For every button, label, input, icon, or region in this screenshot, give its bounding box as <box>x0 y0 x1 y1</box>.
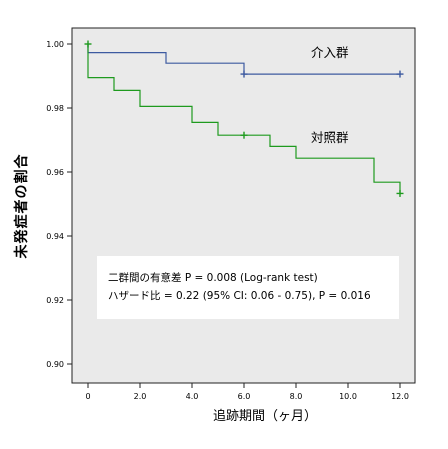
x-tick-label: 0 <box>85 392 90 401</box>
x-tick-label: 2.0 <box>134 392 147 401</box>
y-tick-label: 0.98 <box>46 104 64 113</box>
x-tick-label: 10.0 <box>339 392 357 401</box>
censor-marks-layer <box>84 40 404 197</box>
stats-box-background <box>97 256 399 319</box>
stats-annotation-box: 二群間の有意差 P = 0.008 (Log-rank test) ハザード比 … <box>97 256 399 319</box>
x-axis: 0 2.0 4.0 6.0 8.0 10.0 12.0 <box>85 383 409 401</box>
censor-mark <box>240 131 248 139</box>
stats-line-hazard-ratio: ハザード比 = 0.22 (95% CI: 0.06 - 0.75), P = … <box>108 289 371 302</box>
y-axis-title: 未発症者の割合 <box>13 154 30 259</box>
x-axis-title: 追跡期間（ヶ月） <box>213 408 317 424</box>
y-tick-label: 1.00 <box>46 40 64 49</box>
censor-mark <box>396 189 404 197</box>
censor-mark <box>396 70 404 78</box>
censor-mark <box>84 40 92 48</box>
y-tick-label: 0.90 <box>46 360 64 369</box>
plot-area <box>71 27 416 384</box>
stats-line-logrank: 二群間の有意差 P = 0.008 (Log-rank test) <box>108 271 318 284</box>
y-tick-label: 0.96 <box>46 168 64 177</box>
y-axis: 0.90 0.92 0.94 0.96 0.98 1.00 <box>46 40 72 369</box>
y-tick-label: 0.94 <box>46 232 64 241</box>
censor-mark <box>240 70 248 78</box>
series-line-control <box>87 44 401 194</box>
x-tick-label: 4.0 <box>186 392 199 401</box>
x-tick-label: 12.0 <box>391 392 409 401</box>
y-tick-label: 0.92 <box>46 296 64 305</box>
x-tick-label: 6.0 <box>238 392 251 401</box>
x-tick-label: 8.0 <box>290 392 303 401</box>
series-label-intervention: 介入群 <box>311 45 349 60</box>
series-label-control: 対照群 <box>311 130 349 145</box>
